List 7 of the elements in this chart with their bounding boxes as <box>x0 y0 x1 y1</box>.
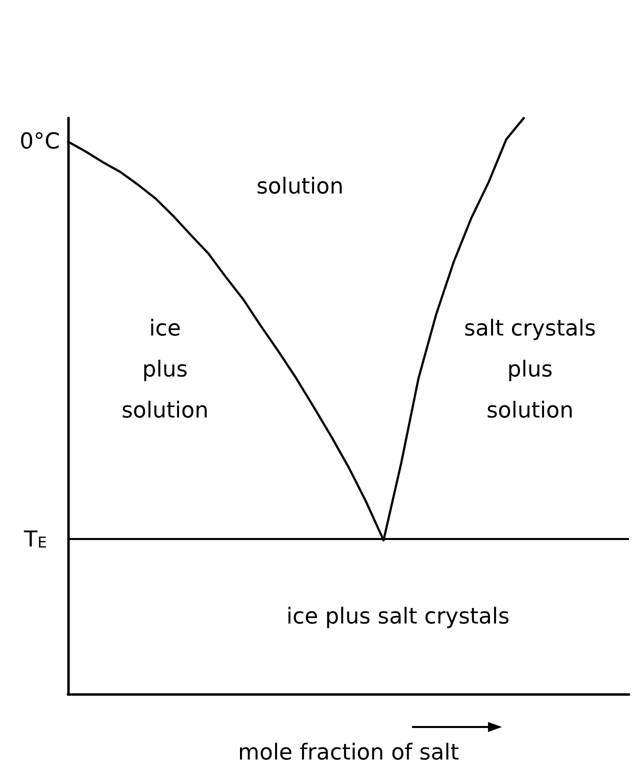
annotation: ice plus salt crystals <box>286 604 510 630</box>
annotation: ice plus solution <box>121 316 209 424</box>
annotation: salt crystals plus solution <box>464 316 596 424</box>
x-axis-title: mole fraction of salt <box>238 740 460 766</box>
ref-line-label: TE <box>23 528 47 553</box>
annotation: solution <box>256 174 344 200</box>
text: 0°C <box>20 130 60 154</box>
